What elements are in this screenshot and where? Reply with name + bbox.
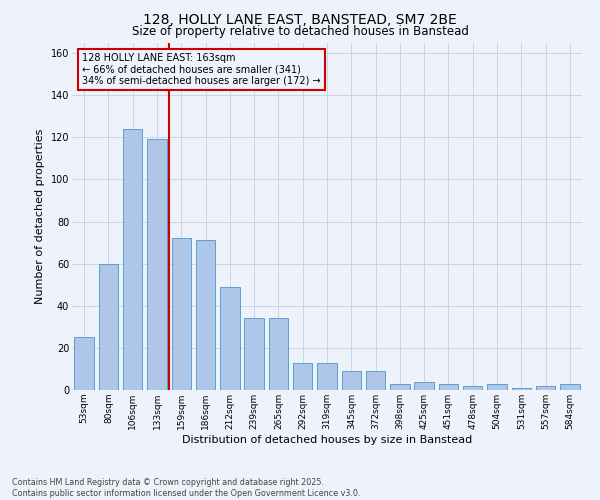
Bar xyxy=(99,264,118,390)
Bar xyxy=(123,129,142,390)
Bar xyxy=(463,386,482,390)
Bar xyxy=(390,384,410,390)
Bar xyxy=(439,384,458,390)
X-axis label: Distribution of detached houses by size in Banstead: Distribution of detached houses by size … xyxy=(182,434,472,444)
Bar xyxy=(317,362,337,390)
Y-axis label: Number of detached properties: Number of detached properties xyxy=(35,128,45,304)
Bar xyxy=(172,238,191,390)
Bar xyxy=(147,140,167,390)
Bar xyxy=(74,338,94,390)
Bar xyxy=(220,287,239,390)
Bar xyxy=(244,318,264,390)
Text: Contains HM Land Registry data © Crown copyright and database right 2025.
Contai: Contains HM Land Registry data © Crown c… xyxy=(12,478,361,498)
Bar xyxy=(269,318,288,390)
Bar xyxy=(487,384,507,390)
Bar xyxy=(536,386,555,390)
Bar xyxy=(366,371,385,390)
Bar xyxy=(293,362,313,390)
Bar xyxy=(415,382,434,390)
Bar xyxy=(196,240,215,390)
Bar xyxy=(512,388,531,390)
Bar xyxy=(560,384,580,390)
Bar xyxy=(341,371,361,390)
Text: 128, HOLLY LANE EAST, BANSTEAD, SM7 2BE: 128, HOLLY LANE EAST, BANSTEAD, SM7 2BE xyxy=(143,12,457,26)
Text: Size of property relative to detached houses in Banstead: Size of property relative to detached ho… xyxy=(131,25,469,38)
Text: 128 HOLLY LANE EAST: 163sqm
← 66% of detached houses are smaller (341)
34% of se: 128 HOLLY LANE EAST: 163sqm ← 66% of det… xyxy=(82,53,321,86)
